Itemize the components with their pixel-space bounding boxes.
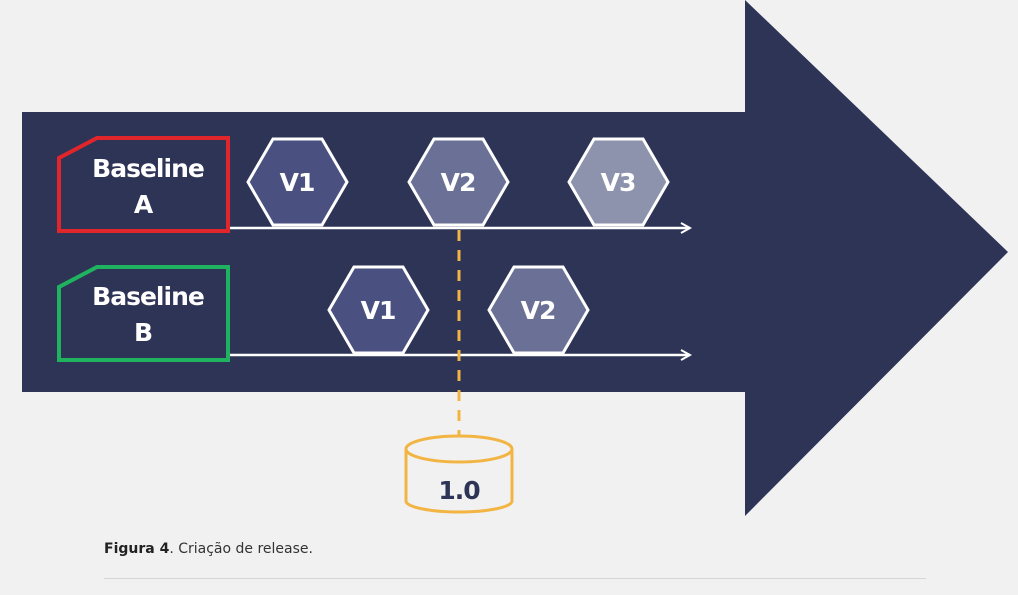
version-label-a-v1: V1 — [280, 168, 315, 197]
baseline-b-box — [57, 265, 230, 362]
baseline-a-box — [57, 136, 230, 233]
version-hexagon-a-v3 — [567, 137, 670, 227]
release-diagram: Baseline A Baseline B V1 V2 V3 V1 V2 1.0 — [22, 0, 1008, 516]
figure-caption: Figura 4. Criação de release. — [104, 541, 313, 557]
version-label-a-v3: V3 — [601, 168, 636, 197]
baseline-a-label: Baseline — [92, 154, 204, 183]
baseline-b-label: Baseline — [92, 282, 204, 311]
release-cylinder — [404, 434, 514, 514]
version-hexagon-a-v1 — [246, 137, 349, 227]
figure-caption-text: . Criação de release. — [169, 541, 313, 557]
figure-label: Figura 4 — [104, 541, 170, 557]
caption-divider — [104, 578, 926, 579]
version-label-a-v2: V2 — [441, 168, 476, 197]
timeline-arrow — [22, 0, 1008, 516]
baseline-b-letter: B — [134, 318, 152, 347]
version-hexagon-b-v2 — [487, 265, 590, 355]
release-label: 1.0 — [438, 476, 480, 505]
version-label-b-v1: V1 — [361, 296, 396, 325]
version-hexagon-a-v2 — [407, 137, 510, 227]
baseline-a-letter: A — [134, 190, 154, 219]
version-hexagon-b-v1 — [327, 265, 430, 355]
version-label-b-v2: V2 — [521, 296, 556, 325]
